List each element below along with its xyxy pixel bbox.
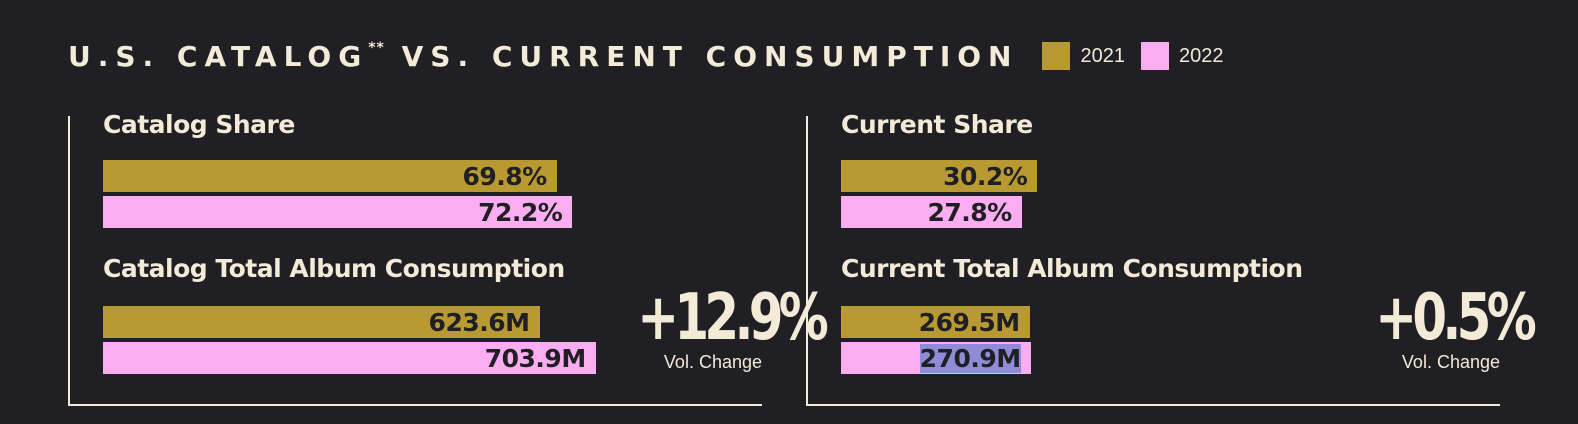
current-consumption-title: Current Total Album Consumption — [841, 254, 1303, 283]
bar-label-catalog-consumption-2021: 623.6M — [428, 307, 530, 337]
catalog-consumption-bars: 623.6M 703.9M — [103, 306, 623, 376]
catalog-share-title: Catalog Share — [103, 110, 295, 139]
legend-label-2021: 2021 — [1080, 44, 1125, 67]
catalog-vol-change: +12.9% Vol. Change — [602, 281, 829, 373]
current-change-label: Vol. Change — [1401, 352, 1500, 372]
bar-label-catalog-share-2021: 69.8% — [462, 161, 547, 191]
chart-title: U.S. CATALOG** VS. CURRENT CONSUMPTION — [68, 40, 1018, 73]
bar-label-current-consumption-2021: 269.5M — [918, 307, 1020, 337]
title-main: U.S. CATALOG — [68, 39, 369, 73]
legend-item-2021: 2021 — [1042, 42, 1125, 70]
bar-catalog-share-2021: 69.8% — [103, 160, 557, 192]
bar-label-catalog-share-2022: 72.2% — [478, 197, 563, 227]
catalog-share-bars: 69.8% 72.2% — [103, 160, 623, 230]
legend-label-2022: 2022 — [1178, 44, 1224, 67]
bar-current-consumption-2022: 270.9M — [841, 342, 1031, 374]
title-footnote-mark: ** — [368, 39, 385, 56]
legend-swatch-2021 — [1042, 42, 1071, 70]
legend-swatch-2022 — [1140, 42, 1169, 70]
bar-label-current-share-2022: 27.8% — [927, 197, 1012, 227]
bar-current-consumption-2021: 269.5M — [841, 306, 1030, 338]
catalog-change-value: +12.9% — [637, 281, 829, 355]
bar-current-share-2022: 27.8% — [841, 196, 1022, 228]
catalog-panel: Catalog Share 69.8% 72.2% Catalog Total … — [68, 110, 829, 406]
legend: 2021 2022 — [1042, 42, 1239, 70]
legend-item-2022: 2022 — [1140, 42, 1224, 70]
chart-header: U.S. CATALOG** VS. CURRENT CONSUMPTION 2… — [68, 36, 1239, 76]
current-vol-change: +0.5% Vol. Change — [1340, 281, 1537, 373]
catalog-consumption-title: Catalog Total Album Consumption — [103, 254, 565, 283]
bar-current-share-2021: 30.2% — [841, 160, 1038, 192]
title-rest: VS. CURRENT CONSUMPTION — [384, 39, 1019, 73]
bar-label-current-consumption-2022: 270.9M — [919, 343, 1021, 373]
current-panel: Current Share 30.2% 27.8% Current Total … — [806, 110, 1537, 406]
bar-label-catalog-consumption-2022: 703.9M — [484, 343, 586, 373]
current-share-bars: 30.2% 27.8% — [841, 160, 1361, 230]
current-share-title: Current Share — [841, 110, 1033, 139]
bar-catalog-consumption-2021: 623.6M — [103, 306, 540, 338]
catalog-change-label: Vol. Change — [663, 352, 762, 372]
current-change-value: +0.5% — [1375, 281, 1537, 355]
current-consumption-bars: 269.5M 270.9M — [841, 306, 1361, 376]
bar-catalog-share-2022: 72.2% — [103, 196, 573, 228]
bar-label-current-share-2021: 30.2% — [943, 161, 1028, 191]
bar-catalog-consumption-2022: 703.9M — [103, 342, 596, 374]
